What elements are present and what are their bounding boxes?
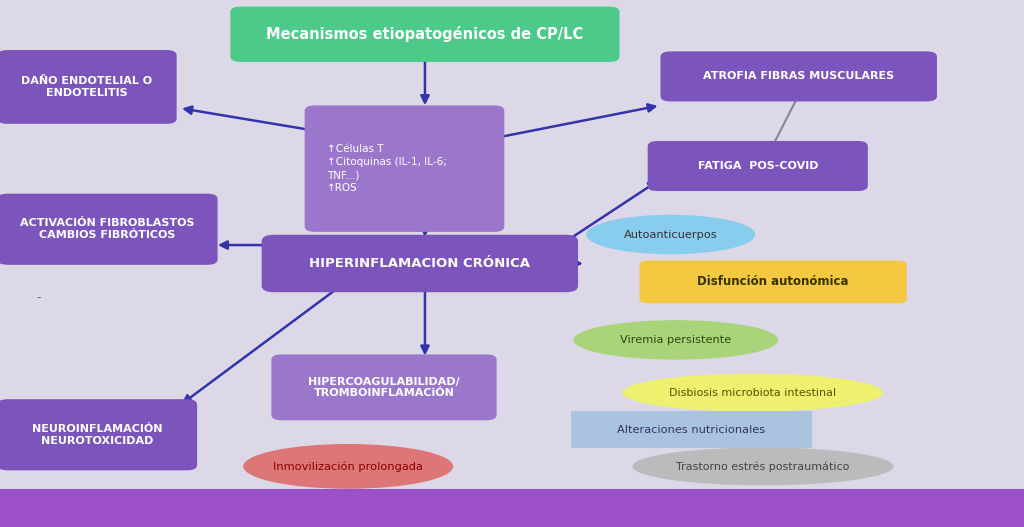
FancyBboxPatch shape [0,50,176,124]
FancyBboxPatch shape [0,194,217,265]
FancyBboxPatch shape [271,354,497,421]
Text: Disfunción autonómica: Disfunción autonómica [697,276,849,288]
Text: HIPERINFLAMACION CRÓNICA: HIPERINFLAMACION CRÓNICA [309,257,530,270]
Ellipse shape [632,447,893,485]
FancyBboxPatch shape [305,105,504,232]
Ellipse shape [586,215,756,254]
FancyBboxPatch shape [660,51,937,101]
Text: Alteraciones nutricionales: Alteraciones nutricionales [617,425,765,434]
FancyBboxPatch shape [0,489,1024,527]
FancyBboxPatch shape [261,235,578,292]
Ellipse shape [622,374,883,412]
Text: ATROFIA FIBRAS MUSCULARES: ATROFIA FIBRAS MUSCULARES [703,72,894,81]
Text: HIPERCOAGULABILIDAD/
TROMBOINFLAMACiÓN: HIPERCOAGULABILIDAD/ TROMBOINFLAMACiÓN [308,377,460,398]
Text: FATIGA  POS-COVID: FATIGA POS-COVID [697,161,818,171]
FancyBboxPatch shape [647,141,867,191]
FancyBboxPatch shape [639,261,907,304]
FancyBboxPatch shape [571,411,811,448]
Text: Trastorno estrés postraumático: Trastorno estrés postraumático [676,461,850,472]
Text: -: - [37,291,41,304]
Text: NEUROINFLAMACIÓN
NEUROTOXICIDAD: NEUROINFLAMACIÓN NEUROTOXICIDAD [32,424,163,445]
Text: ↑Células T
↑Citoquinas (IL-1, IL-6;
TNF...)
↑ROS: ↑Células T ↑Citoquinas (IL-1, IL-6; TNF.… [328,144,447,193]
FancyBboxPatch shape [230,6,620,62]
Text: Inmovilización prolongada: Inmovilización prolongada [273,461,423,472]
Ellipse shape [573,320,778,359]
Text: Mecanismos etiopatogénicos de CP/LC: Mecanismos etiopatogénicos de CP/LC [266,26,584,42]
Text: Autoanticuerpos: Autoanticuerpos [624,230,718,239]
FancyBboxPatch shape [0,399,197,470]
Text: Viremia persistente: Viremia persistente [621,335,731,345]
Text: ACTIVACIÓN FIBROBLASTOS
CAMBIOS FIBRÓTICOS: ACTIVACIÓN FIBROBLASTOS CAMBIOS FIBRÓTIC… [20,219,195,240]
Text: Disbiosis microbiota intestinal: Disbiosis microbiota intestinal [669,388,837,397]
Text: DAÑO ENDOTELIAL O
ENDOTELITIS: DAÑO ENDOTELIAL O ENDOTELITIS [22,76,153,98]
Ellipse shape [244,444,453,489]
